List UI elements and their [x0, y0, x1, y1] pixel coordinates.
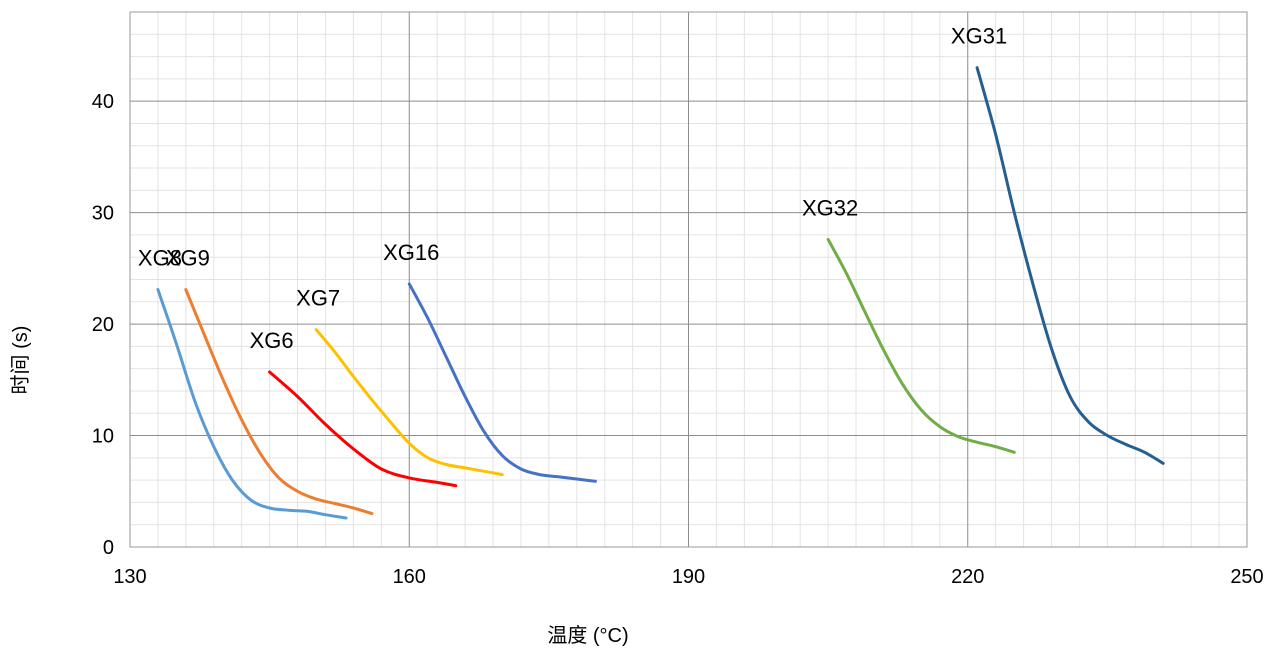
series-label-xg16: XG16 — [383, 240, 439, 265]
x-tick-label: 130 — [113, 566, 146, 588]
series-line-xg7 — [314, 328, 504, 477]
series-label-xg31: XG31 — [951, 24, 1007, 49]
plot-area-border — [129, 11, 1248, 548]
y-axis-ticks: 0 10 20 30 40 — [92, 91, 114, 559]
y-tick-label: 10 — [92, 426, 114, 448]
series-label-xg7: XG7 — [296, 286, 340, 311]
series-lines — [156, 66, 1165, 520]
series-label-xg9: XG9 — [166, 246, 210, 271]
series-line-xg31 — [975, 66, 1165, 465]
series-line-xg8 — [156, 288, 348, 520]
y-tick-label: 40 — [92, 91, 114, 113]
series-label-xg8: XG8 — [138, 246, 182, 271]
y-axis-title: 时间 (s) — [9, 326, 32, 395]
series-line-xg9 — [184, 288, 374, 516]
series-line-xg6 — [268, 370, 458, 488]
x-tick-label: 250 — [1230, 566, 1263, 588]
series-label-xg32: XG32 — [802, 195, 858, 220]
y-tick-label: 0 — [103, 537, 114, 559]
x-axis-title: 温度 (°C) — [547, 624, 628, 647]
x-axis-ticks: 130 160 190 220 250 — [113, 566, 1263, 588]
x-tick-label: 220 — [951, 566, 984, 588]
x-tick-label: 160 — [393, 566, 426, 588]
x-tick-label: 190 — [672, 566, 705, 588]
y-tick-label: 20 — [92, 314, 114, 336]
series-label-xg6: XG6 — [250, 328, 294, 353]
y-tick-label: 30 — [92, 203, 114, 225]
series-line-xg32 — [826, 237, 1016, 454]
series-line-xg16 — [407, 282, 597, 483]
